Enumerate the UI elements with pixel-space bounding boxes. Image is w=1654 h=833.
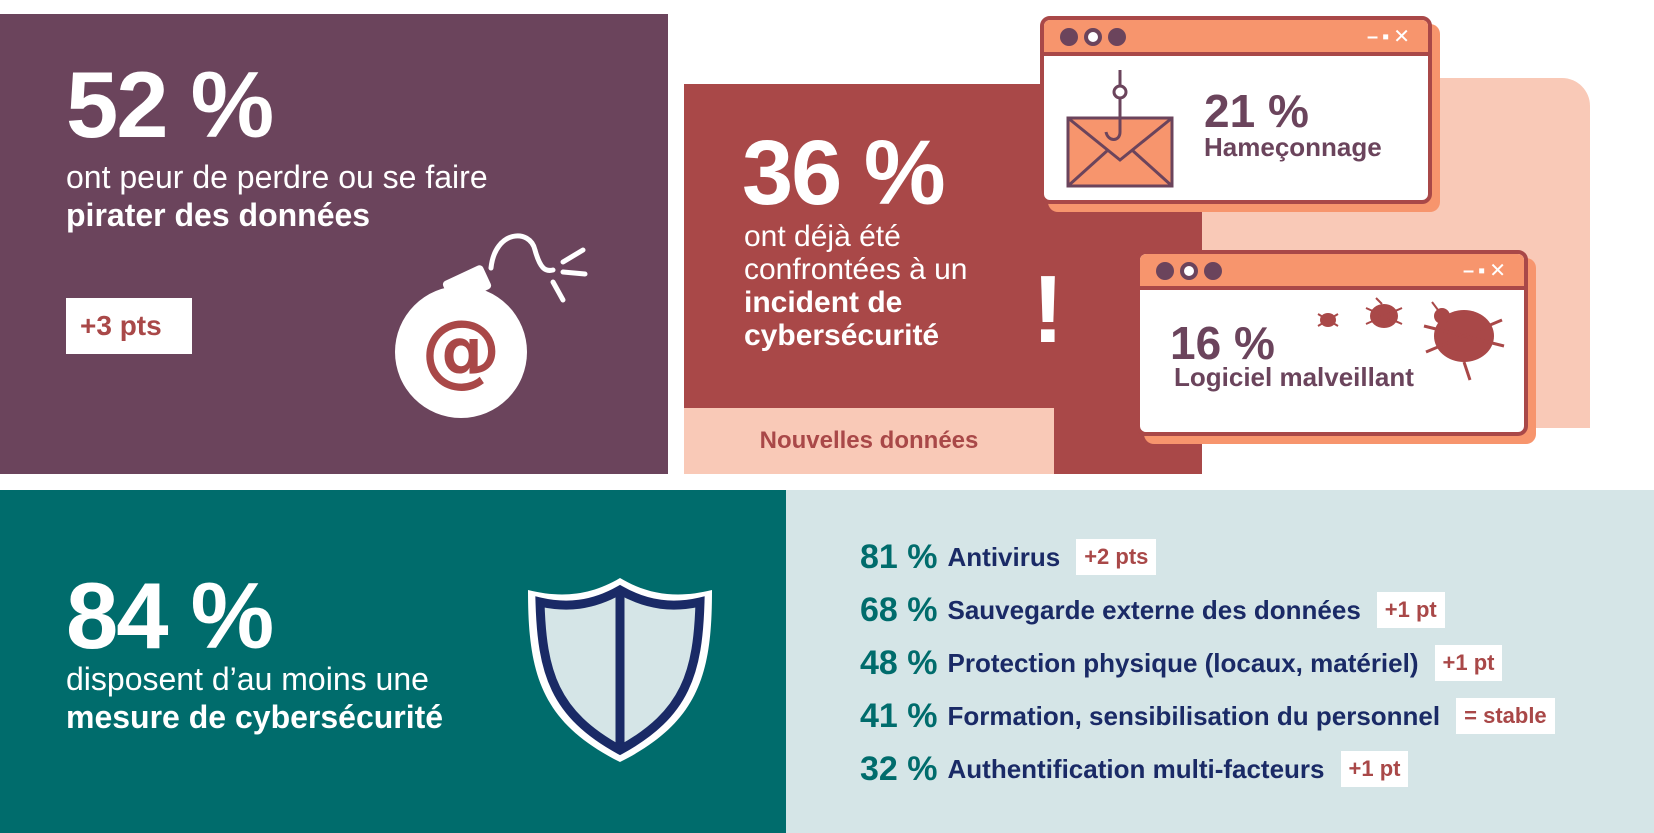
measure-percent: 41 %: [860, 696, 938, 735]
measures-percent: 84 %: [66, 563, 274, 668]
incident-text-plain: ont déjà été confrontées à un: [744, 220, 968, 286]
list-item: 32 % Authentification multi-facteurs +1 …: [860, 747, 1409, 791]
bomb-icon: @: [395, 233, 588, 418]
window-controls-icon: –▪✕: [1367, 26, 1414, 48]
measure-percent: 32 %: [860, 749, 938, 788]
list-item: 81 % Antivirus +2 pts: [860, 535, 1157, 579]
measure-label: Sauvegarde externe des données: [947, 594, 1361, 625]
window-dot-icon: [1204, 262, 1222, 280]
measure-label: Authentification multi-facteurs: [947, 753, 1325, 784]
measure-label: Antivirus: [947, 541, 1061, 572]
measure-change-badge: +1 pt: [1376, 592, 1445, 628]
fear-description: ont peur de perdre ou se faire pirater d…: [66, 158, 496, 234]
fear-text-plain: ont peur de perdre ou se faire: [66, 159, 488, 195]
phishing-label: Hameçonnage: [1204, 132, 1382, 162]
new-data-label: Nouvelles données: [684, 408, 1054, 474]
window-dot-icon: [1060, 28, 1078, 46]
fear-text-bold: pirater des données: [66, 197, 371, 233]
measures-list-panel: [786, 490, 1654, 833]
incident-description: ont déjà été confrontées à un incident d…: [744, 220, 1034, 352]
fear-percent: 52 %: [66, 52, 274, 157]
phishing-envelope-icon: [1066, 70, 1174, 188]
measure-change-badge: +1 pt: [1340, 751, 1409, 787]
phishing-percent: 21 %: [1204, 85, 1309, 137]
malware-bug-icon: [1317, 297, 1505, 381]
incident-text-bold: incident de cybersécurité: [744, 286, 940, 352]
window-controls-icon: –▪✕: [1463, 260, 1510, 282]
measure-label: Formation, sensibilisation du personnel: [947, 700, 1441, 731]
measure-label: Protection physique (locaux, matériel): [947, 647, 1419, 678]
list-item: 48 % Protection physique (locaux, matéri…: [860, 641, 1503, 685]
measure-percent: 81 %: [860, 537, 938, 576]
measure-change-badge: +1 pt: [1434, 645, 1503, 681]
window-dot-icon: [1108, 28, 1126, 46]
malware-label: Logiciel malveillant: [1174, 362, 1414, 392]
measures-description: disposent d’au moins une mesure de cyber…: [66, 660, 526, 736]
window-titlebar: –▪✕: [1140, 254, 1524, 290]
measure-percent: 68 %: [860, 590, 938, 629]
window-dot-icon: [1084, 28, 1102, 46]
panel-data-fear: [0, 14, 668, 474]
svg-text:@: @: [421, 303, 501, 396]
incident-percent: 36 %: [742, 122, 946, 224]
malware-window: –▪✕ 16 % Logiciel malveillant: [1136, 250, 1528, 436]
measures-text-plain: disposent d’au moins une: [66, 661, 429, 697]
fear-change-badge: +3 pts: [66, 298, 192, 354]
exclamation-icon: !: [1032, 256, 1064, 363]
list-item: 41 % Formation, sensibilisation du perso…: [860, 694, 1555, 738]
measure-change-badge: = stable: [1456, 698, 1555, 734]
list-item: 68 % Sauvegarde externe des données +1 p…: [860, 588, 1445, 632]
measures-text-bold: mesure de cybersécurité: [66, 699, 444, 735]
shield-icon: [528, 578, 712, 762]
window-titlebar: –▪✕: [1044, 20, 1428, 56]
phishing-window: –▪✕ 21 % Hameçonnage: [1040, 16, 1432, 204]
window-dot-icon: [1180, 262, 1198, 280]
measure-percent: 48 %: [860, 643, 938, 682]
measure-change-badge: +2 pts: [1076, 539, 1157, 575]
window-dot-icon: [1156, 262, 1174, 280]
malware-percent: 16 %: [1170, 317, 1275, 369]
